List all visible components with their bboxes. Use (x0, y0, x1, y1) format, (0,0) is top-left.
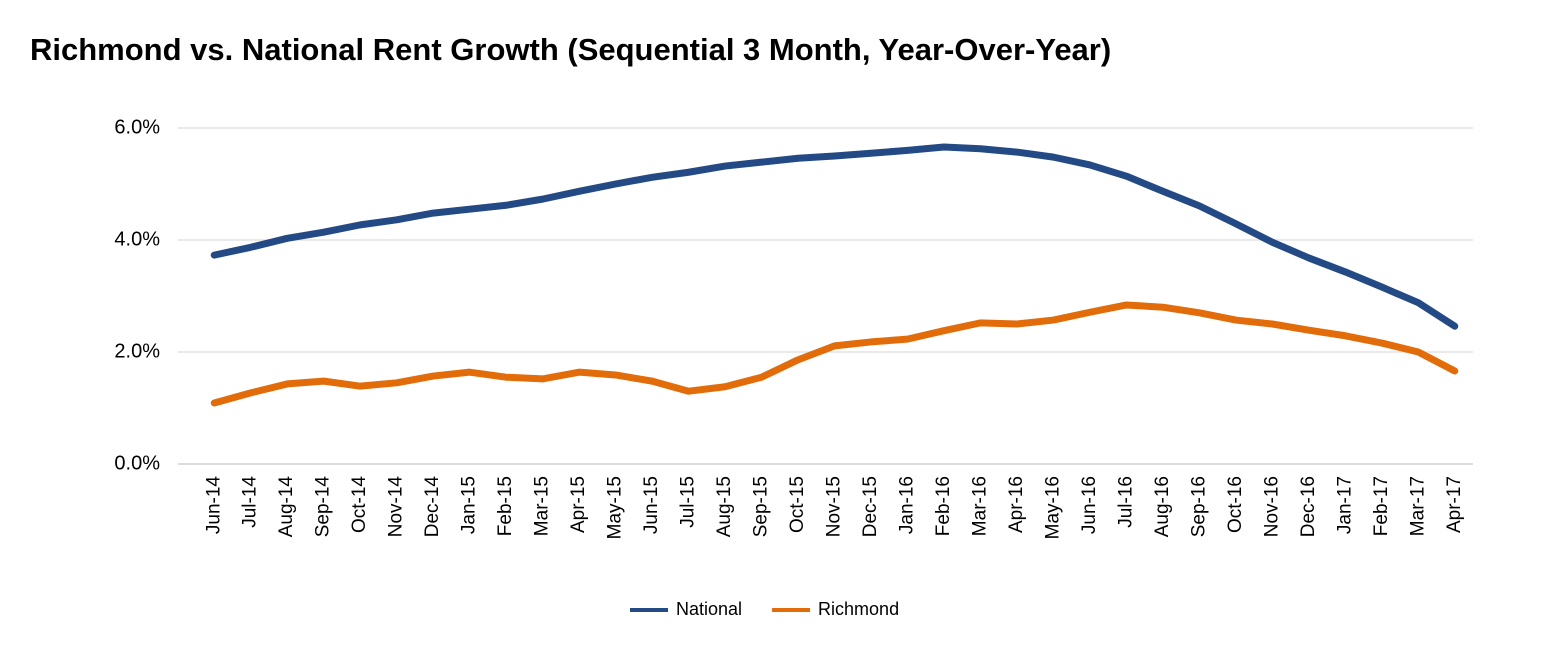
x-tick-label: Apr-17 (1444, 476, 1465, 533)
y-tick-label: 6.0% (114, 116, 160, 138)
x-tick-label: Apr-15 (568, 476, 589, 533)
x-tick-label: Apr-16 (1006, 476, 1027, 533)
x-tick-label: Dec-16 (1298, 476, 1319, 537)
x-tick-label: Oct-14 (349, 476, 370, 533)
x-tick-label: Feb-16 (933, 476, 954, 536)
x-tick-label: Jan-17 (1334, 476, 1355, 534)
x-tick-label: Dec-14 (422, 476, 443, 538)
x-tick-label: Feb-15 (495, 476, 516, 536)
x-tick-label: Sep-14 (313, 476, 334, 538)
x-tick-label: Jul-14 (240, 476, 261, 528)
x-tick-label: Oct-15 (787, 476, 808, 533)
x-tick-label: Feb-17 (1371, 476, 1392, 536)
x-tick-label: May-16 (1042, 476, 1063, 539)
legend-label: National (676, 599, 742, 619)
series-line (210, 143, 1459, 330)
x-tick-label: Aug-16 (1152, 476, 1173, 537)
x-tick-label: Mar-17 (1407, 476, 1428, 536)
series-line (210, 301, 1459, 407)
y-tick-label: 4.0% (114, 228, 160, 250)
x-tick-label: Oct-16 (1225, 476, 1246, 533)
x-tick-label: May-15 (605, 476, 626, 539)
x-tick-label: Nov-14 (386, 476, 407, 538)
x-tick-label: Jun-15 (641, 476, 662, 534)
x-tick-label: Nov-16 (1261, 476, 1282, 537)
x-tick-label: Sep-15 (751, 476, 772, 537)
x-tick-label: Jul-15 (678, 476, 699, 528)
x-tick-label: Nov-15 (824, 476, 845, 537)
x-tick-label: Sep-16 (1188, 476, 1209, 537)
x-tick-label: Dec-15 (860, 476, 881, 537)
x-tick-label: Jan-16 (896, 476, 917, 534)
x-tick-label: Aug-14 (276, 476, 297, 538)
x-tick-label: Mar-15 (532, 476, 553, 536)
y-tick-label: 0.0% (114, 452, 160, 474)
x-tick-label: Jan-15 (459, 476, 480, 534)
x-tick-label: Mar-16 (969, 476, 990, 536)
x-tick-label: Jul-16 (1115, 476, 1136, 528)
x-tick-label: Jun-14 (203, 476, 224, 535)
chart-title: Richmond vs. National Rent Growth (Seque… (30, 32, 1111, 67)
x-tick-label: Jun-16 (1079, 476, 1100, 534)
legend-label: Richmond (818, 599, 899, 619)
x-tick-label: Aug-15 (714, 476, 735, 537)
y-tick-label: 2.0% (114, 340, 160, 362)
